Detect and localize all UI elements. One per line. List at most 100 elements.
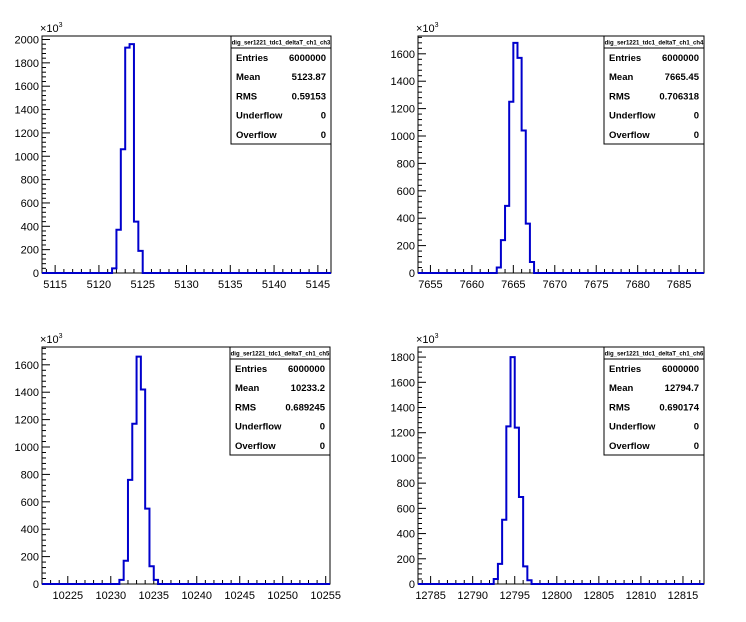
y-tick-label: 800 — [21, 469, 39, 481]
y-tick-label: 1000 — [15, 151, 39, 163]
x-tick-label: 7680 — [625, 279, 649, 291]
stats-box: dig_ser1221_tdc1_deltaT_ch1_ch4 Entries 60… — [603, 35, 705, 145]
x-tick-label: 12815 — [668, 590, 699, 602]
x-tick-label: 12790 — [457, 590, 488, 602]
multiplier-exponent: 3 — [435, 333, 439, 340]
y-tick-label: 0 — [33, 579, 39, 591]
multiplier-base: ×10 — [40, 23, 59, 35]
stats-label: Overflow — [235, 441, 276, 452]
x-axis: 5115 5120 5125 5130 5135 5140 5145 — [43, 265, 330, 291]
y-tick-label: 1600 — [15, 360, 39, 372]
stats-label: Entries — [609, 53, 641, 64]
x-tick-label: 7670 — [543, 279, 567, 291]
y-tick-label: 400 — [397, 529, 415, 541]
stats-box: dig_ser1221_tdc1_deltaT_ch1_ch3 Entries 60… — [230, 35, 332, 145]
multiplier-base: ×10 — [416, 334, 435, 346]
y-tick-label: 1200 — [391, 428, 415, 440]
stats-value: 0.59153 — [292, 91, 326, 102]
y-tick-label: 1400 — [15, 387, 39, 399]
stats-title: dig_ser1221_tdc1_deltaT_ch1_ch3 — [232, 41, 331, 47]
stats-value: 10233.2 — [291, 383, 325, 394]
stats-label: Underflow — [609, 422, 656, 433]
stats-label: Overflow — [609, 441, 650, 452]
y-tick-label: 1800 — [15, 58, 39, 70]
x-axis: 12785 12790 12795 12800 12805 12810 12815 — [415, 576, 701, 602]
multiplier-exponent: 3 — [59, 22, 63, 29]
stats-label: Mean — [609, 383, 633, 394]
y-tick-label: 600 — [21, 497, 39, 509]
y-tick-label: 1200 — [15, 128, 39, 140]
x-tick-label: 7675 — [584, 279, 608, 291]
stats-label: RMS — [235, 402, 256, 413]
x-tick-label: 5115 — [43, 279, 67, 291]
y-tick-label: 0 — [409, 268, 415, 280]
y-tick-label: 200 — [21, 245, 39, 257]
y-tick-label: 800 — [397, 158, 415, 170]
stats-label: Overflow — [236, 130, 277, 141]
y-multiplier-label: ×103 — [40, 333, 63, 346]
x-axis: 10225 10230 10235 10240 10245 10250 10255 — [41, 576, 341, 602]
x-tick-label: 12805 — [584, 590, 615, 602]
y-tick-label: 0 — [409, 579, 415, 591]
stats-value: 7665.45 — [665, 72, 700, 83]
stats-value: 6000000 — [289, 53, 326, 64]
y-multiplier-label: ×103 — [40, 22, 63, 35]
y-tick-label: 1600 — [15, 81, 39, 93]
x-tick-label: 12810 — [626, 590, 657, 602]
x-tick-label: 10250 — [267, 590, 298, 602]
stats-title: dig_ser1221_tdc1_deltaT_ch1_ch6 — [605, 352, 704, 358]
stats-label: Underflow — [236, 111, 283, 122]
stats-label: Underflow — [235, 422, 282, 433]
stats-label: Mean — [236, 72, 260, 83]
x-tick-label: 7665 — [501, 279, 525, 291]
x-tick-label: 10245 — [224, 590, 255, 602]
stats-value: 0.706318 — [659, 91, 699, 102]
multiplier-exponent: 3 — [435, 22, 439, 29]
y-axis: 0 200 400 600 800 1000 1200 1400 1600 1800 — [391, 346, 426, 591]
y-tick-label: 1200 — [15, 415, 39, 427]
y-axis: 0 200 400 600 800 1000 1200 1400 1600 — [391, 36, 426, 280]
y-tick-label: 600 — [397, 186, 415, 198]
y-tick-label: 1600 — [391, 377, 415, 389]
histogram-panel-ch3: 0 200 400 600 800 1000 1200 1400 1600 1800 2000 511… — [15, 22, 332, 291]
stats-label: Overflow — [609, 130, 650, 141]
x-tick-label: 5125 — [130, 279, 154, 291]
stats-box: dig_ser1221_tdc1_deltaT_ch1_ch5 Entries 60… — [229, 346, 331, 456]
x-tick-label: 10255 — [310, 590, 341, 602]
stats-value: 0 — [694, 111, 699, 122]
y-tick-label: 400 — [397, 213, 415, 225]
stats-label: Entries — [609, 364, 641, 375]
stats-label: Mean — [609, 72, 633, 83]
stats-box-frame — [229, 346, 331, 456]
stats-value: 0 — [320, 422, 325, 433]
multiplier-base: ×10 — [40, 334, 59, 346]
x-tick-label: 12800 — [541, 590, 572, 602]
multiplier-exponent: 3 — [59, 333, 63, 340]
stats-box-frame — [230, 35, 332, 145]
y-tick-label: 1000 — [391, 453, 415, 465]
x-tick-label: 7660 — [460, 279, 484, 291]
stats-value: 0 — [321, 111, 326, 122]
stats-label: Entries — [236, 53, 268, 64]
x-tick-label: 10230 — [95, 590, 126, 602]
y-tick-label: 1000 — [391, 131, 415, 143]
stats-box-frame — [603, 346, 705, 456]
histogram-line — [42, 43, 331, 274]
stats-value: 12794.7 — [665, 383, 699, 394]
y-tick-label: 400 — [21, 221, 39, 233]
x-tick-label: 12795 — [499, 590, 530, 602]
multiplier-base: ×10 — [416, 23, 435, 35]
histogram-line — [42, 355, 330, 585]
stats-value: 6000000 — [662, 53, 699, 64]
y-tick-label: 1200 — [391, 104, 415, 116]
stats-value: 0 — [694, 422, 699, 433]
stats-value: 0.689245 — [285, 402, 325, 413]
y-tick-label: 1400 — [391, 76, 415, 88]
stats-title: dig_ser1221_tdc1_deltaT_ch1_ch4 — [605, 41, 704, 47]
y-tick-label: 200 — [21, 552, 39, 564]
histogram-line — [418, 356, 704, 585]
x-tick-label: 5140 — [262, 279, 286, 291]
stats-box: dig_ser1221_tdc1_deltaT_ch1_ch6 Entries 60… — [603, 346, 705, 456]
